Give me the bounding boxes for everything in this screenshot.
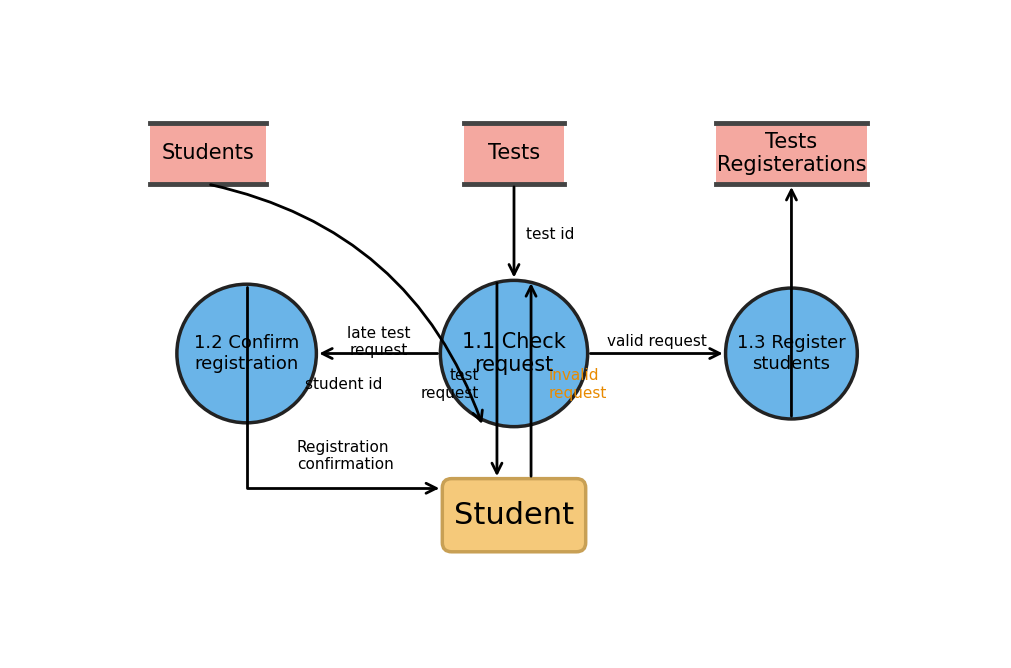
Text: test id: test id [525,226,573,242]
Text: Tests
Registerations: Tests Registerations [716,132,865,175]
Text: Tests: Tests [487,144,540,163]
Circle shape [725,288,856,419]
Text: test
request: test request [421,368,478,401]
Text: 1.2 Confirm
registration: 1.2 Confirm registration [194,334,299,373]
Text: Student: Student [454,501,573,530]
Bar [715,122,866,184]
Text: Students: Students [162,144,254,163]
Text: 1.1 Check
request: 1.1 Check request [462,332,565,375]
Text: invalid
request: invalid request [548,368,607,401]
Bar [150,122,266,184]
Text: Registration
confirmation: Registration confirmation [296,440,393,472]
FancyBboxPatch shape [442,479,585,552]
Bar [463,122,564,184]
Circle shape [177,284,316,423]
Text: valid request: valid request [606,335,706,349]
Text: late test
request: late test request [347,326,409,358]
Text: 1.3 Register
students: 1.3 Register students [736,334,845,373]
Text: student id: student id [304,377,382,392]
Circle shape [440,281,587,427]
